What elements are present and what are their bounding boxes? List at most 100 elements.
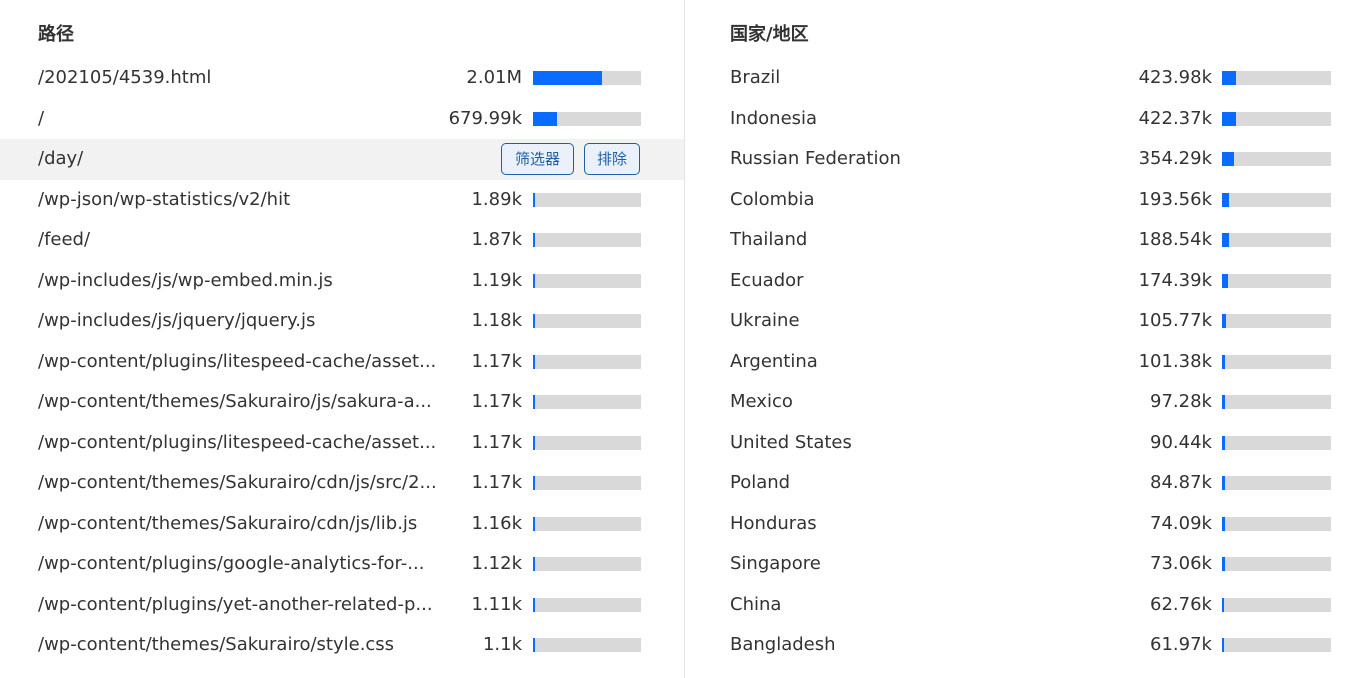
path-row[interactable]: /wp-content/themes/Sakurairo/cdn/js/src/…: [0, 463, 684, 504]
path-row-value: 1.89k: [471, 188, 522, 210]
path-bar-track: [533, 395, 641, 410]
country-row[interactable]: Argentina 101.38k: [686, 342, 1348, 383]
country-bar-track: [1222, 314, 1331, 329]
country-bar-fill: [1222, 111, 1237, 126]
path-bar-track: [533, 435, 641, 450]
exclude-button[interactable]: 排除: [584, 143, 640, 176]
country-row[interactable]: United States 90.44k: [686, 423, 1348, 464]
country-row-value: 73.06k: [1150, 553, 1212, 575]
country-row-value: 105.77k: [1138, 310, 1212, 332]
path-row-value: 1.12k: [471, 553, 522, 575]
path-bar-fill: [533, 597, 535, 612]
country-bar-fill: [1222, 638, 1225, 653]
countries-panel-title: 国家/地区: [730, 24, 809, 45]
country-row-value: 188.54k: [1138, 229, 1212, 251]
country-bar-fill: [1222, 597, 1225, 612]
country-row[interactable]: Bangladesh 61.97k: [686, 625, 1348, 666]
path-bar-track: [533, 314, 641, 329]
path-row[interactable]: /wp-content/plugins/litespeed-cache/asse…: [0, 423, 684, 464]
country-bar-fill: [1222, 395, 1226, 410]
path-row[interactable]: /wp-content/themes/Sakurairo/js/sakura-a…: [0, 382, 684, 423]
country-row-label: Ukraine: [730, 310, 800, 332]
path-bar-fill: [533, 273, 535, 288]
country-row-label: Thailand: [730, 229, 808, 251]
country-row-label: Brazil: [730, 67, 781, 89]
country-row-label: Poland: [730, 472, 791, 494]
path-row-value: 2.01M: [466, 67, 522, 89]
country-row[interactable]: Indonesia 422.37k: [686, 99, 1348, 140]
country-row[interactable]: Ukraine 105.77k: [686, 301, 1348, 342]
country-row-value: 354.29k: [1138, 148, 1212, 170]
path-row[interactable]: / 679.99k: [0, 99, 684, 140]
path-row-label: /wp-content/themes/Sakurairo/js/sakura-a…: [38, 391, 432, 413]
path-row-value: 1.17k: [471, 431, 522, 453]
country-row[interactable]: Mexico 97.28k: [686, 382, 1348, 423]
path-bar-fill: [533, 192, 535, 207]
path-bar-track: [533, 111, 641, 126]
country-row[interactable]: Singapore 73.06k: [686, 544, 1348, 585]
path-row[interactable]: /wp-content/plugins/google-analytics-for…: [0, 544, 684, 585]
path-row-value: 1.11k: [471, 593, 522, 615]
path-bar-track: [533, 354, 641, 369]
path-row-label: /wp-content/themes/Sakurairo/cdn/js/src/…: [38, 472, 437, 494]
country-row-value: 174.39k: [1138, 269, 1212, 291]
country-bar-track: [1222, 435, 1331, 450]
path-row[interactable]: /wp-content/plugins/yet-another-related-…: [0, 585, 684, 626]
filter-button[interactable]: 筛选器: [501, 143, 574, 176]
country-row-label: Mexico: [730, 391, 793, 413]
country-row-value: 423.98k: [1138, 67, 1212, 89]
country-row-value: 97.28k: [1150, 391, 1212, 413]
path-bar-track: [533, 71, 641, 86]
path-row[interactable]: /feed/1.87k: [0, 220, 684, 261]
country-row[interactable]: Poland 84.87k: [686, 463, 1348, 504]
country-bar-track: [1222, 516, 1331, 531]
country-bar-track: [1222, 111, 1331, 126]
path-row[interactable]: /wp-includes/js/wp-embed.min.js 1.19k: [0, 261, 684, 302]
path-row[interactable]: /day/筛选器 排除: [0, 139, 684, 180]
country-row[interactable]: Thailand 188.54k: [686, 220, 1348, 261]
country-row-value: 84.87k: [1150, 472, 1212, 494]
path-bar-track: [533, 273, 641, 288]
country-bar-track: [1222, 354, 1331, 369]
path-bar-track: [533, 638, 641, 653]
path-row[interactable]: /wp-content/themes/Sakurairo/cdn/js/lib.…: [0, 504, 684, 545]
path-row-label: /wp-content/themes/Sakurairo/style.css: [38, 634, 395, 656]
country-row[interactable]: Brazil 423.98k: [686, 58, 1348, 99]
path-row-value: 1.1k: [482, 634, 522, 656]
country-row-value: 62.76k: [1150, 593, 1212, 615]
country-bar-fill: [1222, 152, 1234, 167]
country-bar-track: [1222, 273, 1331, 288]
path-row-label: /202105/4539.html: [38, 67, 212, 89]
path-row[interactable]: /wp-content/themes/Sakurairo/style.css 1.…: [0, 625, 684, 666]
path-bar-fill: [533, 638, 535, 653]
path-bar-fill: [533, 435, 535, 450]
country-row-label: Bangladesh: [730, 634, 836, 656]
country-row[interactable]: China 62.76k: [686, 585, 1348, 626]
path-row-label: /wp-includes/js/wp-embed.min.js: [38, 269, 333, 291]
path-row[interactable]: /wp-content/plugins/litespeed-cache/asse…: [0, 342, 684, 383]
country-row-value: 74.09k: [1150, 512, 1212, 534]
path-bar-track: [533, 192, 641, 207]
country-bar-track: [1222, 152, 1331, 167]
country-bar-track: [1222, 557, 1331, 572]
path-row[interactable]: /wp-json/wp-statistics/v2/hit 1.89k: [0, 180, 684, 221]
country-row[interactable]: Ecuador 174.39k: [686, 261, 1348, 302]
path-bar-track: [533, 476, 641, 491]
country-bar-fill: [1222, 71, 1237, 86]
country-row-label: Indonesia: [730, 107, 818, 129]
path-bar-fill: [533, 516, 535, 531]
path-row-value: 1.17k: [471, 391, 522, 413]
country-row[interactable]: Honduras 74.09k: [686, 504, 1348, 545]
country-row-value: 90.44k: [1150, 431, 1212, 453]
country-row-label: China: [730, 593, 782, 615]
path-row-label: /wp-json/wp-statistics/v2/hit: [38, 188, 291, 210]
path-bar-track: [533, 516, 641, 531]
country-row[interactable]: Colombia 193.56k: [686, 180, 1348, 221]
path-row[interactable]: /202105/4539.html 2.01M: [0, 58, 684, 99]
paths-panel-title: 路径: [38, 24, 74, 45]
path-row-value: 1.19k: [471, 269, 522, 291]
country-row[interactable]: Russian Federation 354.29k: [686, 139, 1348, 180]
path-row[interactable]: /wp-includes/js/jquery/jquery.js 1.18k: [0, 301, 684, 342]
country-bar-fill: [1222, 476, 1225, 491]
country-bar-track: [1222, 476, 1331, 491]
